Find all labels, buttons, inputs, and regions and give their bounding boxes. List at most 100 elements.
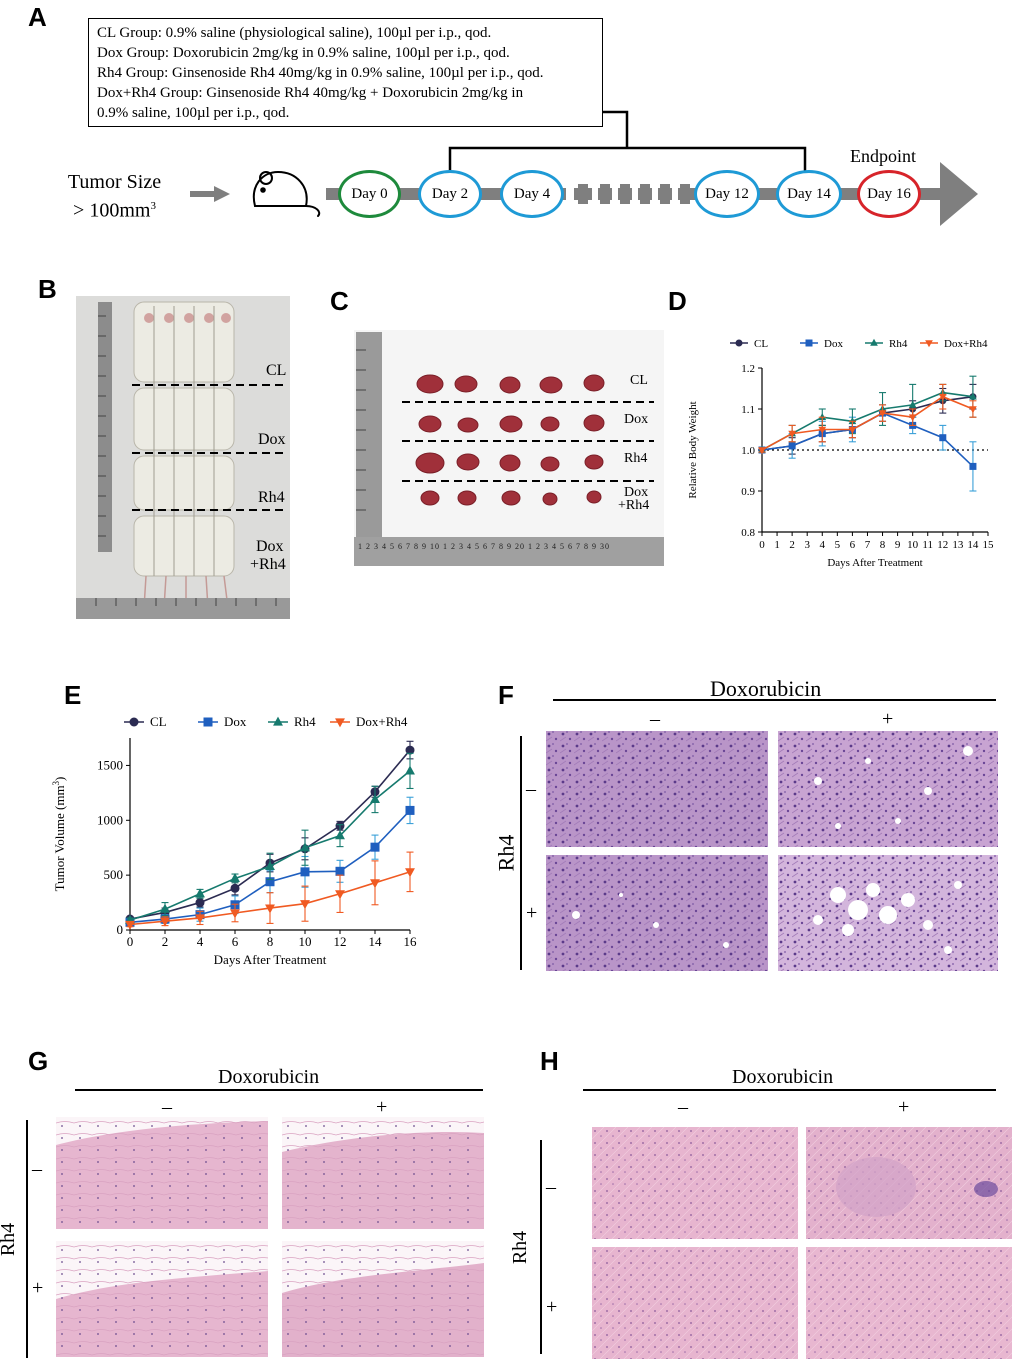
e-legend-dox-marker bbox=[203, 717, 213, 727]
h-dox-rule bbox=[583, 1089, 996, 1091]
d-legend-cl-marker bbox=[735, 339, 743, 347]
d-dox-rh4-point bbox=[969, 406, 977, 414]
d-x-tick-label: 4 bbox=[820, 539, 826, 551]
day-12-node: Day 12 bbox=[694, 170, 760, 218]
g-dox-rule bbox=[75, 1089, 483, 1091]
body-weight-chart: 0.80.91.01.11.20 1 2 3 4 5 6 7 8 9 10 11 12 13 14 15Day… bbox=[687, 338, 995, 569]
d-dox-rh4-line bbox=[761, 395, 974, 451]
mice-label-combo-2: +Rh4 bbox=[250, 556, 286, 573]
h-rh4-minus: – bbox=[546, 1176, 556, 1198]
e-legend-cl-label: CL bbox=[150, 714, 167, 729]
f-histo-rh4 bbox=[546, 855, 768, 971]
h-dox-plus: + bbox=[898, 1096, 910, 1118]
panel-label-a: A bbox=[28, 2, 47, 32]
panel-label-f: F bbox=[498, 680, 514, 710]
h-rh4-label: Rh4 bbox=[509, 1230, 532, 1265]
g-rh4-label: Rh4 bbox=[0, 1222, 20, 1257]
e-dox-point bbox=[335, 866, 345, 876]
mice-photo-graphic bbox=[76, 296, 290, 619]
g-dox-plus: + bbox=[376, 1096, 388, 1118]
d-x-tick-label: 2 bbox=[789, 539, 795, 551]
d-legend-rh4-marker bbox=[870, 338, 878, 346]
e-dox-rh4-point bbox=[195, 914, 205, 924]
d-x-tick-label: 3 bbox=[804, 539, 810, 551]
e-legend-rh4-marker bbox=[273, 716, 283, 726]
d-x-tick-label: 15 bbox=[983, 539, 995, 551]
mice-label-dox: Dox bbox=[258, 431, 286, 448]
tumor-label-cl: CL bbox=[630, 373, 648, 388]
d-rh4-point bbox=[969, 392, 977, 400]
h-dox-minus: – bbox=[678, 1096, 688, 1118]
e-legend-rh4-label: Rh4 bbox=[294, 714, 316, 729]
d-dox-point bbox=[939, 434, 947, 442]
protocol-line-dox: Dox Group: Doxorubicin 2mg/kg in 0.9% sa… bbox=[97, 45, 510, 61]
h-histo-rh4 bbox=[592, 1247, 798, 1359]
f-histo-dox bbox=[778, 731, 998, 847]
e-x-tick-label: 10 bbox=[299, 934, 312, 949]
e-y-tick-label: 1000 bbox=[97, 812, 123, 827]
tumor-size-line1: Tumor Size bbox=[67, 171, 162, 193]
day-14-node: Day 14 bbox=[776, 170, 842, 218]
h-histo-ctrl bbox=[592, 1127, 798, 1239]
e-y-axis-title-sup: 3 bbox=[51, 780, 61, 785]
tumor-photo-graphic bbox=[354, 330, 664, 566]
tumor-volume-chart: 0 500 1000 1500 0 2 4 6 8 10 12 14 16 Days After Trea… bbox=[51, 714, 418, 967]
d-dox-point bbox=[969, 462, 977, 470]
e-cl-point bbox=[405, 745, 415, 755]
e-legend-cl-marker bbox=[129, 717, 139, 727]
e-dox-rh4-point bbox=[370, 879, 380, 889]
e-y-tick-label: 500 bbox=[104, 867, 124, 882]
d-legend-dox-label: Dox bbox=[824, 338, 843, 350]
e-rh4-point bbox=[195, 888, 205, 898]
e-dox-point bbox=[370, 842, 380, 852]
mice-label-rh4: Rh4 bbox=[258, 489, 285, 506]
d-rh4-point bbox=[908, 400, 917, 408]
tumor-size-threshold: > 100mm bbox=[73, 199, 151, 222]
f-dox-plus: + bbox=[882, 708, 894, 730]
e-rh4-point bbox=[300, 842, 310, 852]
d-dox-rh4-point bbox=[758, 447, 766, 455]
e-dox-point bbox=[300, 867, 310, 877]
day-2-node: Day 2 bbox=[418, 170, 482, 218]
g-rh4-plus: + bbox=[32, 1277, 44, 1299]
e-dox-rh4-point bbox=[125, 920, 135, 930]
protocol-line-combo: Dox+Rh4 Group: Ginsenoside Rh4 40mg/kg +… bbox=[97, 85, 524, 101]
g-histo-ctrl bbox=[56, 1117, 268, 1229]
e-dox-rh4-point bbox=[300, 900, 310, 910]
e-series-dox-rh4 bbox=[125, 851, 415, 930]
mice-label-combo-1: Dox bbox=[256, 538, 284, 555]
tumor-label-rh4: Rh4 bbox=[624, 451, 648, 466]
d-dox-rh4-point bbox=[938, 393, 947, 401]
e-series-rh4 bbox=[125, 752, 415, 924]
e-dox-rh4-point bbox=[265, 904, 275, 914]
e-legend-dox-rh4-marker bbox=[335, 718, 345, 728]
h-doxorubicin-label: Doxorubicin bbox=[732, 1066, 834, 1088]
f-rh4-rule bbox=[520, 736, 522, 970]
d-rh4-point bbox=[818, 413, 827, 420]
tumor-ruler-ticks: 1 2 3 4 5 6 7 8 9 10 1 2 3 4 5 6 7 8 9 2… bbox=[358, 542, 610, 551]
d-dox-rh4-point bbox=[848, 426, 857, 434]
e-x-tick-label: 2 bbox=[162, 934, 169, 949]
d-dox-rh4-point bbox=[878, 410, 887, 418]
bracket-connector bbox=[603, 110, 629, 148]
tumor-size-label: Tumor Size > 100mm3 bbox=[62, 170, 167, 223]
g-histo-dox bbox=[282, 1117, 484, 1229]
d-y-tick-label: 0.9 bbox=[741, 486, 755, 498]
treatment-bracket bbox=[448, 146, 807, 180]
panel-label-g: G bbox=[28, 1046, 49, 1076]
e-rh4-point bbox=[405, 765, 415, 775]
e-x-tick-label: 0 bbox=[127, 934, 134, 949]
f-rh4-minus: – bbox=[526, 778, 536, 800]
g-rh4-minus: – bbox=[32, 1158, 42, 1180]
timeline-arrowhead bbox=[940, 162, 978, 226]
e-x-tick-label: 14 bbox=[369, 934, 383, 949]
e-cl-point bbox=[195, 898, 205, 908]
d-x-tick-label: 6 bbox=[850, 539, 856, 551]
tumor-label-combo-1: Dox bbox=[624, 485, 649, 500]
e-x-tick-label: 16 bbox=[404, 934, 418, 949]
d-y-tick-label: 1.1 bbox=[741, 404, 755, 416]
tumor-size-line2: > 100mm3 bbox=[62, 194, 167, 223]
d-x-tick-label: 8 bbox=[880, 539, 886, 551]
d-rh4-line bbox=[761, 391, 974, 451]
f-histo-combo bbox=[778, 855, 998, 971]
